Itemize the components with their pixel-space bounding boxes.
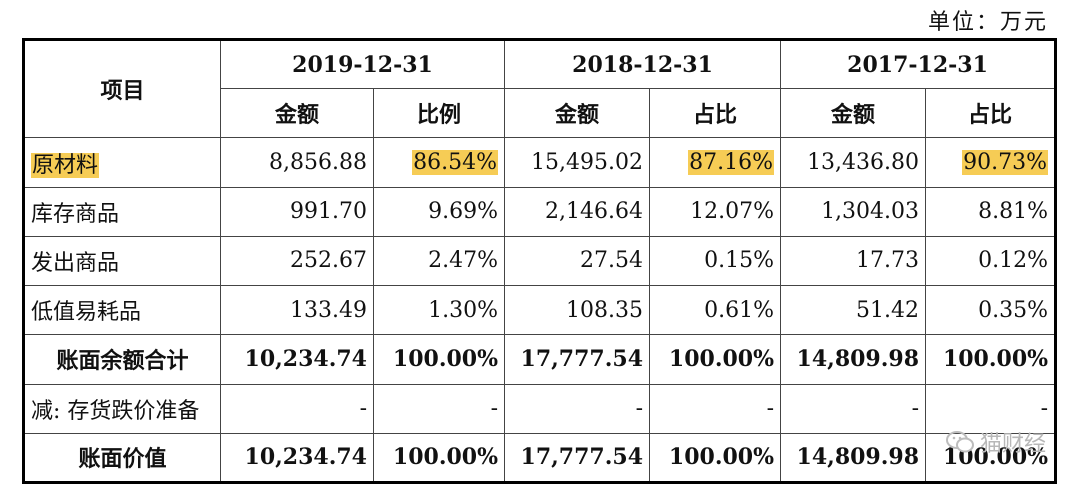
cell-ratio: 100.00%: [649, 334, 782, 385]
table-row: 减: 存货跌价准备 - - - - - -: [23, 383, 1057, 434]
cell-ratio: 0.15%: [649, 235, 782, 287]
row-label-text: 原材料: [31, 152, 100, 178]
cell-ratio: 12.07%: [649, 186, 782, 237]
cell-amount: 27.54: [504, 235, 651, 287]
ratio-highlight: 87.16%: [688, 150, 775, 176]
header-row-periods: 项目 2019-12-31 2018-12-31 2017-12-31: [23, 38, 1057, 139]
header-sub: 金额: [504, 88, 651, 139]
row-label: 发出商品: [23, 235, 221, 287]
watermark: 猫财经: [945, 426, 1046, 458]
cell-ratio: 2.47%: [372, 235, 506, 287]
header-period: 2017-12-31: [780, 38, 1057, 90]
cell-amount: 13,436.80: [780, 137, 927, 188]
cell-ratio: 100.00%: [372, 334, 506, 385]
row-label: 库存商品: [23, 186, 221, 237]
cell-amount: 17,777.54: [504, 334, 651, 385]
unit-label: 单位：万元: [927, 10, 1048, 35]
cell-amount: -: [780, 383, 927, 434]
cell-ratio: 8.81%: [925, 186, 1057, 237]
cell-ratio: 0.61%: [649, 285, 782, 336]
cell-ratio: 87.16%: [649, 137, 782, 188]
cell-ratio: 0.35%: [925, 285, 1057, 336]
table-row: 原材料 8,856.88 86.54% 15,495.02 87.16% 13,…: [23, 137, 1057, 188]
cell-ratio: 86.54%: [372, 137, 506, 188]
header-item: 项目: [23, 38, 221, 139]
header-sub: 比例: [372, 88, 506, 139]
cell-amount: 2,146.64: [504, 186, 651, 237]
row-label: 账面价值: [23, 432, 221, 484]
header-period: 2019-12-31: [219, 38, 506, 90]
wechat-icon: [945, 431, 974, 453]
ratio-highlight: 86.54%: [412, 150, 499, 176]
cell-ratio: 1.30%: [372, 285, 506, 336]
row-label: 减: 存货跌价准备: [23, 383, 221, 434]
cell-ratio: 100.00%: [649, 432, 782, 484]
cell-amount: 17.73: [780, 235, 927, 287]
ratio-highlight: 90.73%: [962, 150, 1049, 176]
cell-ratio: 0.12%: [925, 235, 1057, 287]
cell-ratio: 9.69%: [372, 186, 506, 237]
cell-amount: 108.35: [504, 285, 651, 336]
watermark-text: 猫财经: [979, 432, 1046, 457]
cell-amount: 8,856.88: [220, 137, 374, 188]
cell-ratio: -: [649, 383, 782, 434]
cell-amount: 991.70: [220, 186, 374, 237]
cell-amount: -: [504, 383, 651, 434]
header-period: 2018-12-31: [504, 38, 782, 90]
row-label: 低值易耗品: [23, 285, 221, 336]
cell-amount: 15,495.02: [504, 137, 651, 188]
table-row: 发出商品 252.67 2.47% 27.54 0.15% 17.73 0.12…: [23, 235, 1057, 287]
cell-amount: 252.67: [220, 235, 374, 287]
cell-ratio: 100.00%: [925, 334, 1057, 385]
header-sub: 占比: [925, 88, 1057, 139]
cell-amount: 1,304.03: [780, 186, 927, 237]
table-row-total: 账面价值 10,234.74 100.00% 17,777.54 100.00%…: [23, 432, 1057, 484]
cell-ratio: -: [372, 383, 506, 434]
cell-ratio: 100.00%: [372, 432, 506, 484]
header-sub: 占比: [649, 88, 782, 139]
cell-amount: -: [220, 383, 374, 434]
cell-amount: 14,809.98: [780, 432, 927, 484]
cell-ratio: 100.00%: [925, 432, 1057, 484]
row-label: 账面余额合计: [23, 334, 221, 385]
table-row-total: 账面余额合计 10,234.74 100.00% 17,777.54 100.0…: [23, 334, 1057, 385]
cell-amount: 17,777.54: [504, 432, 651, 484]
header-sub: 金额: [220, 88, 374, 139]
header-sub: 金额: [780, 88, 927, 139]
cell-amount: 14,809.98: [780, 334, 927, 385]
cell-amount: 51.42: [780, 285, 927, 336]
table-row: 库存商品 991.70 9.69% 2,146.64 12.07% 1,304.…: [23, 186, 1057, 237]
cell-amount: 133.49: [220, 285, 374, 336]
cell-amount: 10,234.74: [220, 432, 374, 484]
table-row: 低值易耗品 133.49 1.30% 108.35 0.61% 51.42 0.…: [23, 285, 1057, 336]
cell-ratio: 90.73%: [925, 137, 1057, 188]
inventory-table: 项目 2019-12-31 2018-12-31 2017-12-31 金额 比…: [22, 38, 1058, 484]
cell-amount: 10,234.74: [220, 334, 374, 385]
row-label: 原材料: [23, 137, 221, 188]
